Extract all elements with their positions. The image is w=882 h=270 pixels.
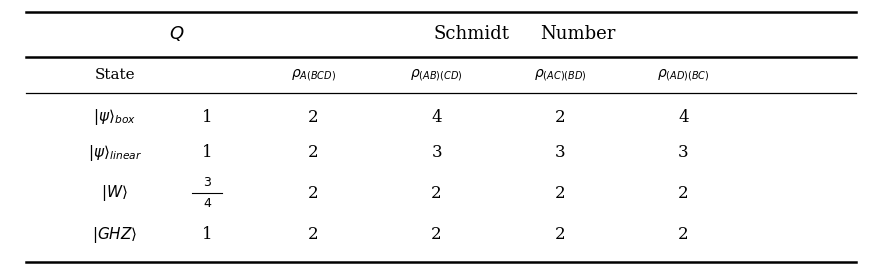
Text: 2: 2 — [555, 185, 565, 201]
Text: 3: 3 — [555, 144, 565, 161]
Text: 3: 3 — [431, 144, 442, 161]
Text: $|GHZ\rangle$: $|GHZ\rangle$ — [92, 225, 138, 245]
Text: 2: 2 — [308, 227, 318, 243]
Text: 2: 2 — [308, 109, 318, 126]
Text: 1: 1 — [202, 109, 213, 126]
Text: $|\psi\rangle_{linear}$: $|\psi\rangle_{linear}$ — [87, 143, 142, 163]
Text: Schmidt: Schmidt — [434, 25, 510, 43]
Text: $\rho_{(AD)(BC)}$: $\rho_{(AD)(BC)}$ — [657, 67, 710, 83]
Text: State: State — [94, 68, 135, 82]
Text: $4$: $4$ — [203, 197, 212, 210]
Text: 3: 3 — [678, 144, 689, 161]
Text: 1: 1 — [202, 144, 213, 161]
Text: $3$: $3$ — [203, 176, 212, 189]
Text: 4: 4 — [431, 109, 442, 126]
Text: 2: 2 — [678, 227, 689, 243]
Text: 2: 2 — [555, 227, 565, 243]
Text: $\rho_{A(BCD)}$: $\rho_{A(BCD)}$ — [290, 67, 336, 83]
Text: 2: 2 — [431, 227, 442, 243]
Text: $\rho_{(AB)(CD)}$: $\rho_{(AB)(CD)}$ — [410, 67, 463, 83]
Text: Number: Number — [540, 25, 616, 43]
Text: 2: 2 — [678, 185, 689, 201]
Text: $|W\rangle$: $|W\rangle$ — [101, 183, 128, 203]
Text: 1: 1 — [202, 227, 213, 243]
Text: 2: 2 — [555, 109, 565, 126]
Text: 4: 4 — [678, 109, 689, 126]
Text: $Q$: $Q$ — [168, 24, 184, 43]
Text: $|\psi\rangle_{box}$: $|\psi\rangle_{box}$ — [93, 107, 136, 127]
Text: 2: 2 — [308, 144, 318, 161]
Text: $\rho_{(AC)(BD)}$: $\rho_{(AC)(BD)}$ — [534, 67, 587, 83]
Text: 2: 2 — [308, 185, 318, 201]
Text: 2: 2 — [431, 185, 442, 201]
